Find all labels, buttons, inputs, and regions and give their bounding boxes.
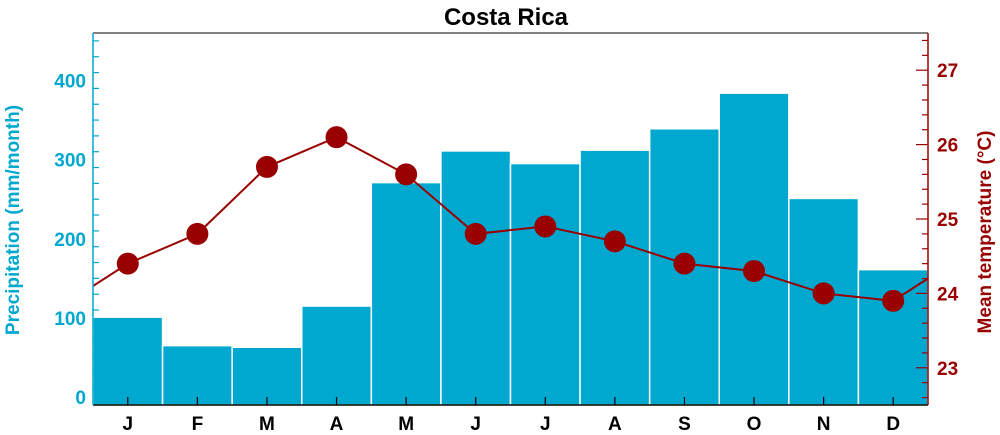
temperature-line-layer bbox=[92, 126, 929, 312]
x-tick-label-9: O bbox=[747, 414, 762, 435]
temperature-point-1 bbox=[186, 222, 209, 245]
right-tick-label-0: 23 bbox=[937, 359, 958, 380]
bar-5 bbox=[440, 150, 512, 406]
left-tick-label-4: 400 bbox=[54, 71, 86, 92]
left-axis-label: Precipitation (mm/month) bbox=[3, 105, 24, 335]
right-tick-label-3: 26 bbox=[937, 136, 958, 157]
right-tick-label-2: 25 bbox=[937, 210, 959, 231]
left-axis-label-group: Precipitation (mm/month) bbox=[3, 105, 24, 335]
bar-1 bbox=[161, 344, 233, 406]
right-tick-label-4: 27 bbox=[937, 61, 958, 82]
x-tick-label-8: S bbox=[678, 414, 691, 435]
temperature-point-0 bbox=[116, 252, 139, 275]
temperature-point-9 bbox=[743, 260, 766, 283]
axes-layer: J F M A M J J A S O N D 0 100 200 300 400 23 24 25 26 27 bbox=[54, 32, 959, 435]
x-tick-label-6: J bbox=[540, 414, 551, 435]
bar-3 bbox=[301, 305, 373, 406]
left-tick-label-1: 100 bbox=[54, 309, 86, 330]
x-tick-label-2: M bbox=[259, 414, 275, 435]
bar-6 bbox=[509, 162, 581, 406]
left-tick-label-2: 200 bbox=[54, 230, 86, 251]
temperature-point-6 bbox=[534, 215, 557, 238]
bars-layer bbox=[92, 92, 929, 406]
left-tick-label-0: 0 bbox=[75, 388, 86, 409]
right-tick-label-1: 24 bbox=[937, 284, 959, 305]
temperature-point-8 bbox=[673, 252, 696, 275]
x-tick-label-1: F bbox=[192, 414, 204, 435]
x-tick-label-4: M bbox=[398, 414, 414, 435]
x-tick-label-10: N bbox=[817, 414, 831, 435]
temperature-point-4 bbox=[395, 163, 418, 186]
x-tick-label-11: D bbox=[886, 414, 900, 435]
temperature-point-5 bbox=[464, 222, 487, 245]
x-tick-label-0: J bbox=[123, 414, 134, 435]
x-tick-label-3: A bbox=[330, 414, 344, 435]
temperature-point-10 bbox=[812, 282, 835, 305]
temperature-point-2 bbox=[255, 155, 278, 178]
bar-2 bbox=[231, 346, 303, 406]
left-tick-label-3: 300 bbox=[54, 151, 86, 172]
temperature-point-7 bbox=[603, 230, 626, 253]
bar-4 bbox=[370, 181, 442, 406]
bar-7 bbox=[579, 149, 651, 406]
bar-0 bbox=[92, 316, 164, 406]
temperature-point-11 bbox=[882, 289, 905, 312]
bar-9 bbox=[718, 92, 790, 406]
right-axis-label: Mean temperature (°C) bbox=[975, 131, 996, 334]
temperature-line bbox=[92, 136, 929, 302]
x-tick-label-5: J bbox=[470, 414, 481, 435]
right-axis-label-group: Mean temperature (°C) bbox=[975, 131, 996, 334]
temperature-point-3 bbox=[325, 126, 348, 149]
x-tick-label-7: A bbox=[608, 414, 622, 435]
chart-title: Costa Rica bbox=[444, 4, 569, 31]
